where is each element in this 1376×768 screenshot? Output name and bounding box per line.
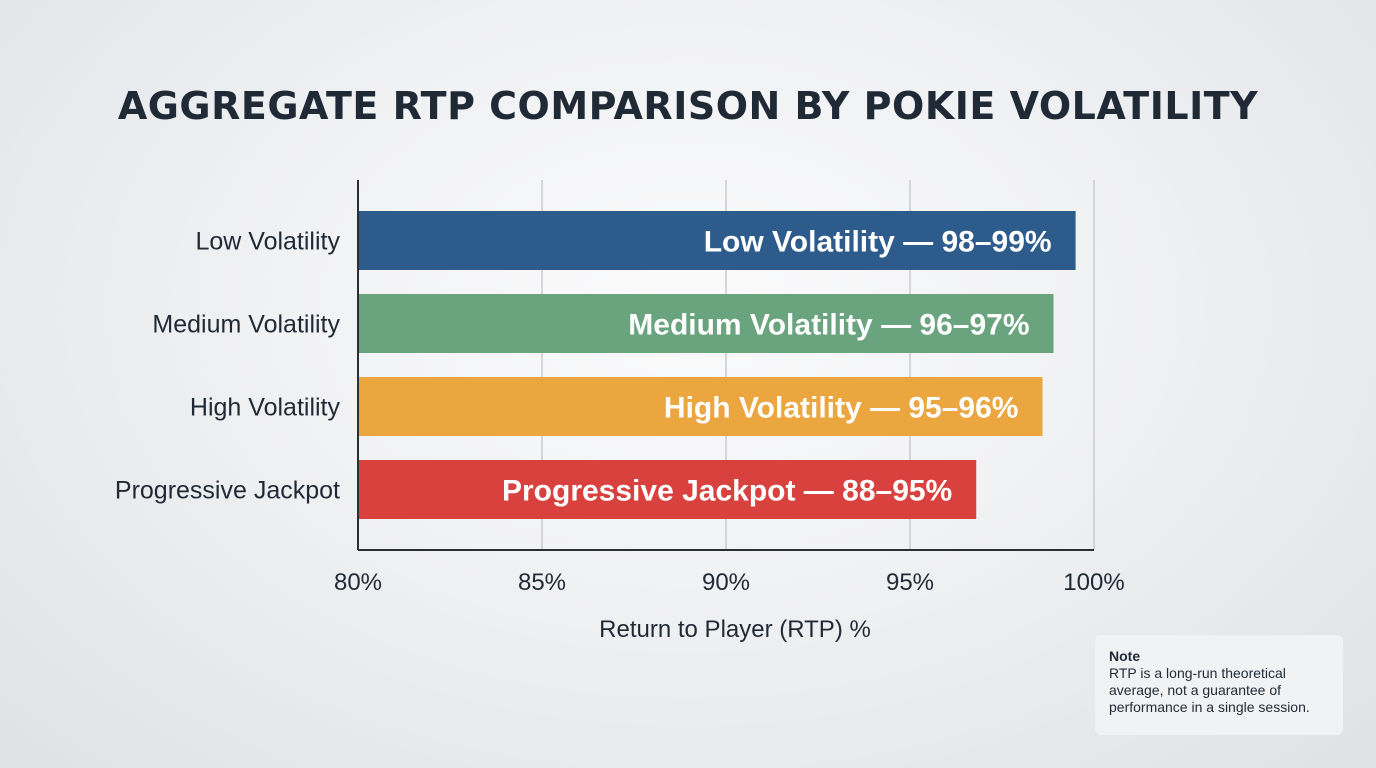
- category-label: Progressive Jackpot: [115, 477, 340, 505]
- bars: [359, 211, 1076, 519]
- bar: [359, 294, 1054, 353]
- bar-data-label: Medium Volatility — 96–97%: [628, 309, 1029, 342]
- category-label: Low Volatility: [195, 228, 340, 256]
- bar-data-label: High Volatility — 95–96%: [664, 392, 1019, 425]
- bar-data-label: Low Volatility — 98–99%: [704, 226, 1052, 259]
- x-tick-label: 80%: [334, 569, 382, 596]
- category-label: Medium Volatility: [152, 311, 340, 339]
- note-box: Note RTP is a long-run theoretical avera…: [1095, 635, 1343, 735]
- axes: [357, 180, 1094, 551]
- x-tick-label: 85%: [518, 569, 566, 596]
- note-text: RTP is a long-run theoretical average, n…: [1109, 665, 1310, 715]
- note-heading: Note: [1109, 648, 1141, 664]
- x-tick-label: 100%: [1063, 569, 1124, 596]
- bar: [359, 211, 1076, 270]
- category-label: High Volatility: [190, 394, 341, 422]
- bar: [359, 377, 1043, 436]
- bar-data-label: Progressive Jackpot — 88–95%: [502, 475, 952, 508]
- x-tick-label: 90%: [702, 569, 750, 596]
- labels: 80% 85% 90% 95% 100% Low Volatility Low Volati…: [115, 226, 1125, 597]
- bar: [359, 460, 977, 519]
- chart-title: AGGREGATE RTP COMPARISON BY POKIE VOLATI…: [117, 84, 1259, 128]
- x-tick-label: 95%: [886, 569, 934, 596]
- x-axis-title: Return to Player (RTP) %: [599, 616, 871, 643]
